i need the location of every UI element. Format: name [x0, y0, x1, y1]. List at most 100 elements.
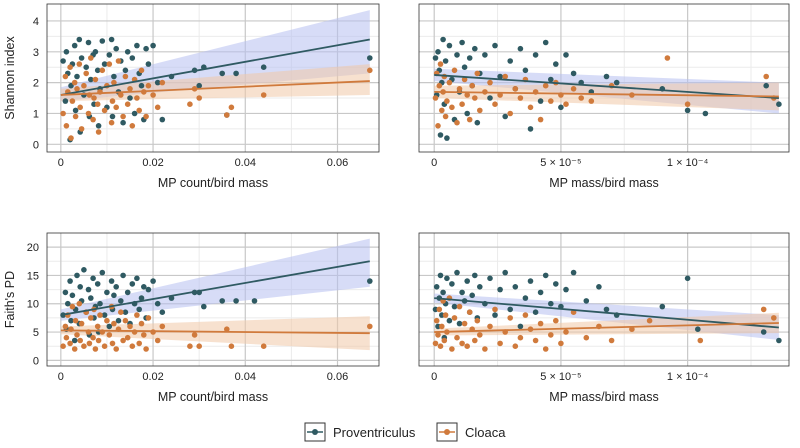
y-tick-label: 3: [33, 47, 39, 59]
data-point-proventriculus: [68, 317, 74, 324]
data-point-proventriculus: [109, 113, 116, 120]
data-point-proventriculus: [101, 61, 108, 67]
data-point-proventriculus: [502, 269, 509, 276]
data-point-cloaca: [522, 312, 529, 318]
data-point-cloaca: [187, 343, 193, 350]
data-point-cloaca: [150, 92, 156, 98]
data-point-cloaca: [449, 346, 455, 352]
y-tick-label: 1: [33, 108, 39, 120]
data-point-cloaca: [502, 73, 509, 80]
data-point-cloaca: [542, 82, 549, 89]
data-point-proventriculus: [702, 110, 709, 117]
data-point-cloaca: [101, 107, 108, 114]
panel-4: 0 5 × 10⁻⁵ 1 × 10⁻⁴ MP mass/bird mass: [418, 232, 790, 404]
confidence-band-proventriculus: [60, 238, 370, 321]
confidence-band-cloaca: [60, 316, 370, 351]
data-point-cloaca: [367, 323, 373, 330]
x-tick-label: 0.06: [327, 371, 348, 383]
data-point-cloaca: [436, 306, 443, 313]
data-point-proventriculus: [85, 286, 92, 293]
data-point-cloaca: [62, 73, 69, 80]
data-point-cloaca: [187, 101, 193, 107]
data-point-proventriculus: [95, 123, 102, 129]
y-axis-title: Shannon index: [3, 36, 17, 120]
data-point-cloaca: [472, 95, 478, 101]
data-point-proventriculus: [659, 303, 666, 310]
data-point-cloaca: [111, 79, 117, 86]
data-point-cloaca: [122, 73, 129, 80]
data-point-proventriculus: [74, 272, 80, 279]
data-point-proventriculus: [99, 38, 106, 44]
data-point-proventriculus: [444, 275, 450, 282]
x-tick-label: 1 × 10⁻⁴: [667, 371, 709, 383]
data-point-proventriculus: [127, 95, 133, 101]
data-point-proventriculus: [104, 289, 110, 296]
data-point-cloaca: [159, 79, 166, 86]
data-point-proventriculus: [497, 286, 503, 293]
data-point-proventriculus: [134, 275, 140, 282]
data-point-proventriculus: [134, 42, 140, 49]
data-point-cloaca: [436, 82, 443, 89]
data-point-cloaca: [464, 343, 471, 350]
data-point-cloaca: [439, 323, 445, 330]
data-point-cloaca: [548, 98, 554, 104]
y-tick-label: 10: [27, 299, 39, 311]
data-point-proventriculus: [477, 284, 483, 290]
data-point-cloaca: [196, 343, 202, 350]
data-point-proventriculus: [553, 61, 559, 67]
data-point-proventriculus: [442, 58, 449, 64]
data-point-cloaca: [72, 317, 79, 324]
data-point-proventriculus: [97, 300, 103, 307]
data-point-proventriculus: [456, 320, 463, 327]
data-point-proventriculus: [159, 309, 166, 316]
data-point-proventriculus: [99, 269, 106, 276]
data-point-proventriculus: [695, 326, 701, 333]
data-point-proventriculus: [548, 76, 554, 83]
data-point-cloaca: [477, 107, 483, 114]
data-point-proventriculus: [613, 79, 620, 86]
data-point-cloaca: [563, 101, 569, 107]
data-point-cloaca: [492, 306, 498, 313]
data-point-cloaca: [106, 61, 113, 67]
data-point-proventriculus: [69, 292, 76, 299]
data-point-cloaca: [228, 104, 235, 111]
data-point-cloaca: [474, 317, 481, 324]
data-point-cloaca: [77, 104, 83, 111]
data-point-proventriculus: [437, 132, 444, 138]
data-point-proventriculus: [94, 281, 101, 287]
data-point-proventriculus: [68, 82, 74, 89]
data-point-proventriculus: [131, 110, 138, 117]
x-tick-label: 5 × 10⁻⁵: [540, 157, 581, 169]
data-point-cloaca: [459, 101, 465, 107]
data-point-proventriculus: [78, 55, 85, 61]
data-point-proventriculus: [81, 267, 87, 273]
data-point-proventriculus: [150, 278, 156, 284]
data-point-cloaca: [120, 113, 126, 120]
data-point-cloaca: [532, 337, 539, 344]
data-point-cloaca: [763, 73, 769, 80]
data-point-cloaca: [451, 67, 458, 74]
data-point-proventriculus: [542, 272, 549, 279]
data-point-proventriculus: [461, 64, 468, 70]
data-point-cloaca: [228, 343, 235, 350]
data-point-cloaca: [446, 79, 453, 86]
data-point-proventriculus: [517, 45, 524, 52]
data-point-proventriculus: [219, 298, 225, 304]
data-point-cloaca: [191, 332, 198, 338]
data-point-cloaca: [553, 317, 559, 324]
data-point-proventriculus: [136, 306, 142, 313]
data-point-proventriculus: [437, 272, 444, 279]
data-point-proventriculus: [603, 73, 610, 80]
data-point-proventriculus: [92, 49, 99, 55]
y-tick-label: 5: [33, 327, 39, 339]
data-point-cloaca: [134, 95, 140, 101]
fit-line-proventriculus: [60, 260, 370, 316]
data-point-cloaca: [136, 107, 142, 114]
data-point-proventriculus: [106, 52, 113, 58]
data-point-cloaca: [608, 337, 615, 344]
data-point-proventriculus: [196, 82, 202, 89]
legend-label-proventriculus: Proventriculus: [333, 425, 416, 440]
data-point-cloaca: [86, 340, 93, 347]
data-point-cloaca: [437, 343, 444, 350]
data-point-proventriculus: [487, 275, 493, 282]
